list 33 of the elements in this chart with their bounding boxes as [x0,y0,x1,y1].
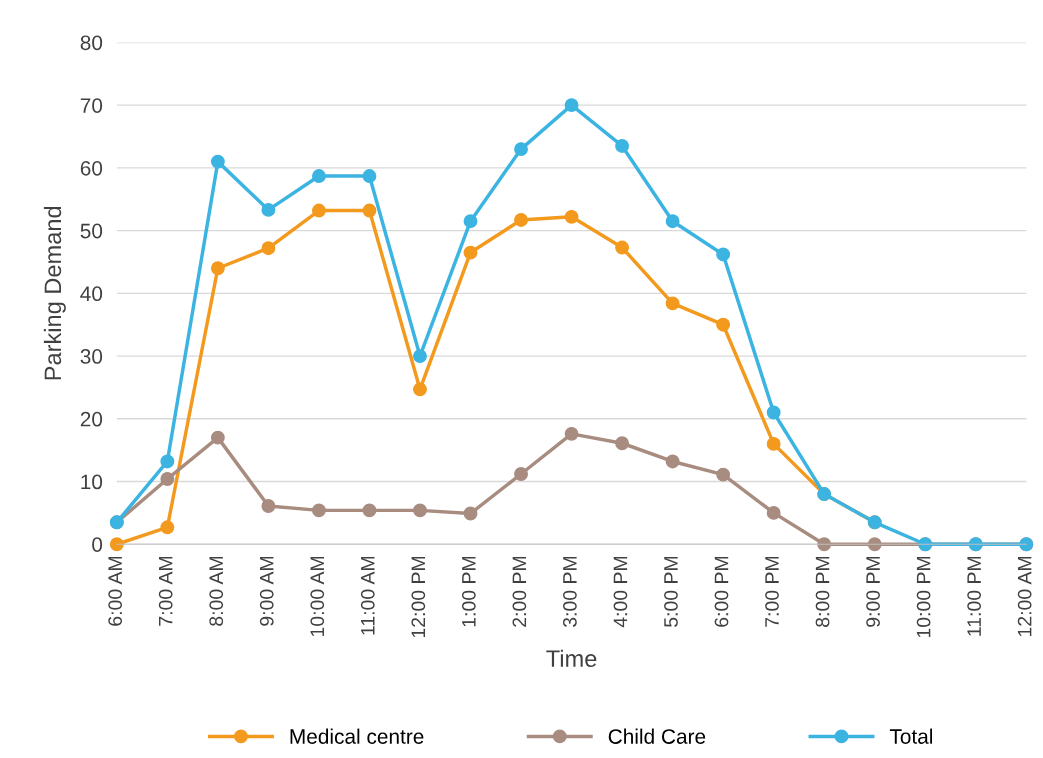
x-tick-label: 4:00 PM [613,556,628,628]
x-tick-label: 8:00 AM [209,556,224,626]
x-tick-label: 3:00 PM [563,556,577,628]
x-tick-label: 11:00 AM [360,556,375,635]
y-tick-label: 80 [80,35,103,51]
y-tick-label: 0 [92,537,103,552]
x-tick-label: 9:00 AM [259,556,274,626]
x-tick-label: 2:00 PM [512,556,527,627]
y-tick-label: 10 [81,474,103,490]
x-axis-title: Time [546,649,597,668]
x-tick-label: 11:00 PM [967,556,981,636]
y-tick-label: 50 [80,223,103,239]
y-tick-label: 60 [80,160,103,176]
x-tick-label: 10:00 AM [310,556,325,637]
x-tick-label: 12:00 AM [1017,556,1032,637]
x-tick-label: 6:00 AM [108,556,123,626]
y-axis-title: Parking Demand [43,206,66,380]
legend-label: Total [889,728,933,744]
x-tick-label: 6:00 PM [714,556,729,627]
x-tick-label: 1:00 PM [461,556,476,627]
x-tick-label: 7:00 PM [765,556,779,627]
y-tick-label: 30 [80,349,103,364]
x-tick-label: 7:00 AM [158,556,173,626]
x-tick-label: 9:00 PM [866,556,880,627]
legend-label: Medical centre [290,728,424,744]
x-tick-label: 10:00 PM [916,556,931,638]
y-tick-label: 40 [80,286,103,302]
x-tick-label: 5:00 PM [664,556,678,627]
legend-label: Child Care [608,728,706,744]
y-tick-label: 70 [80,98,103,113]
y-tick-label: 20 [80,411,103,427]
x-tick-label: 8:00 PM [815,556,830,627]
x-tick-label: 12:00 PM [411,556,426,638]
